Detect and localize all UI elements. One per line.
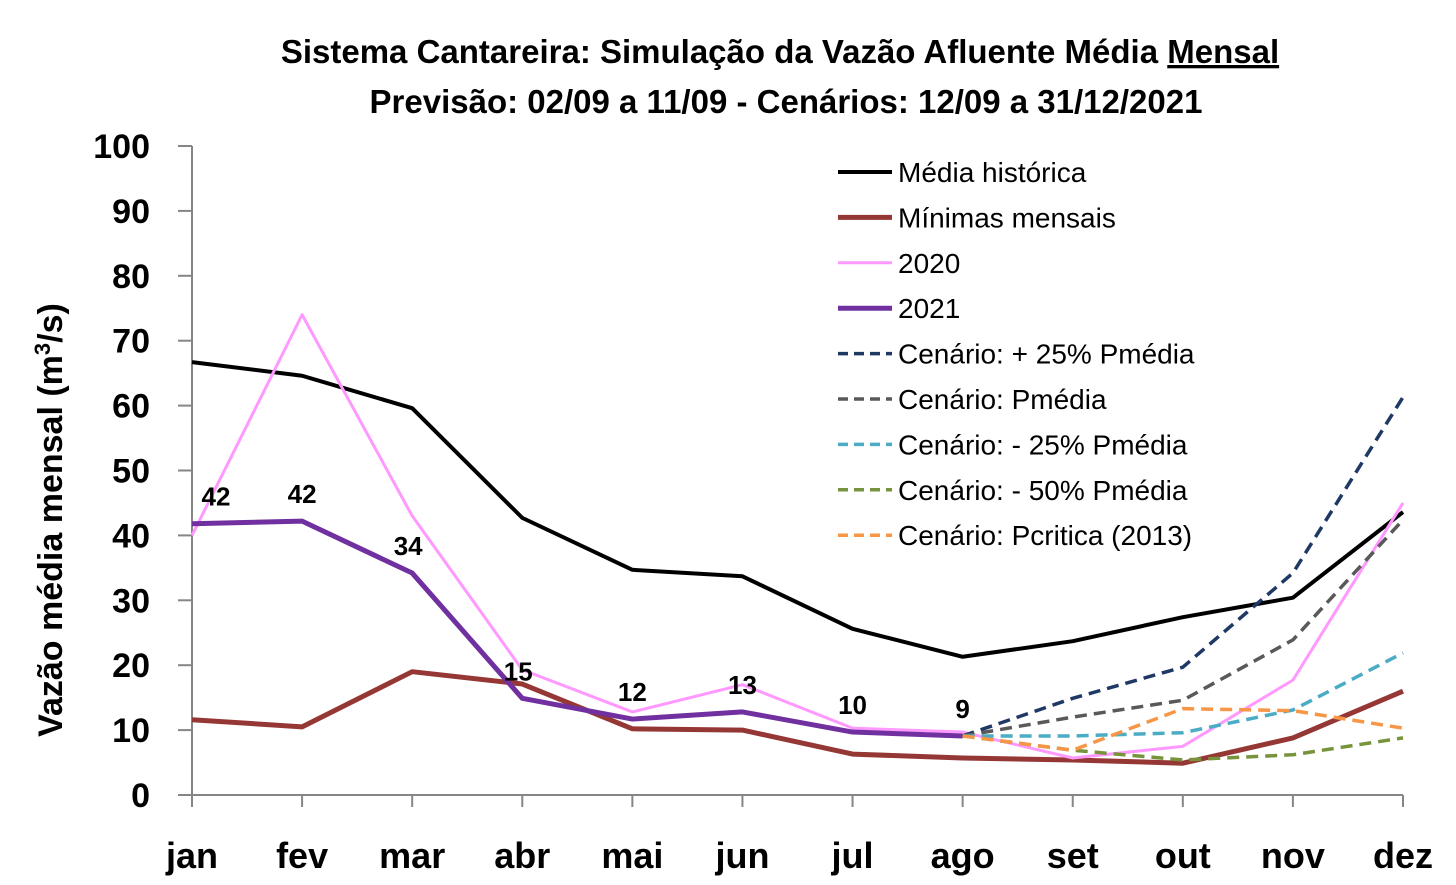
x-tick-label: nov: [1261, 835, 1325, 876]
y-tick-label: 30: [112, 582, 150, 620]
legend-label: Cenário: Pcritica (2013): [898, 520, 1192, 551]
x-tick-label: fev: [276, 835, 328, 876]
y-tick-label: 70: [112, 323, 150, 361]
y-axis-label: Vazão média mensal (m3/s): [30, 303, 70, 737]
legend-label: Cenário: - 50% Pmédia: [898, 475, 1188, 506]
x-tick-label: jan: [165, 835, 218, 876]
x-tick-label: mar: [379, 835, 445, 876]
x-tick-label: mai: [601, 835, 663, 876]
x-tick-label: jun: [714, 835, 769, 876]
series-line-7: [962, 734, 1404, 762]
data-label: 10: [838, 690, 867, 720]
data-label: 15: [504, 656, 533, 686]
legend-label: Cenário: - 25% Pmédia: [898, 429, 1188, 460]
legend-label: 2021: [898, 293, 960, 324]
series-line-0: [191, 360, 1405, 659]
x-tick-label: ago: [931, 835, 995, 876]
legend-label: Mínimas mensais: [898, 202, 1116, 233]
series-line-8: [962, 706, 1404, 752]
x-tick-label: out: [1155, 835, 1211, 876]
chart-title-line2: Previsão: 02/09 a 11/09 - Cenários: 12/0…: [370, 83, 1203, 120]
data-label: 34: [394, 531, 423, 561]
series-line-2: [190, 313, 1405, 760]
legend-label: 2020: [898, 248, 960, 279]
data-label: 42: [202, 482, 231, 512]
legend-label: Cenário: Pmédia: [898, 384, 1107, 415]
chart-title-line1: Sistema Cantareira: Simulação da Vazão A…: [281, 33, 1279, 70]
y-tick-label: 100: [93, 128, 150, 166]
y-tick-label: 10: [112, 712, 150, 750]
x-tick-label: jul: [831, 835, 874, 876]
y-tick-label: 90: [112, 193, 150, 231]
y-tick-label: 20: [112, 647, 150, 685]
series-line-6: [962, 651, 1404, 738]
x-tick-label: dez: [1373, 835, 1433, 876]
data-label: 13: [728, 670, 757, 700]
series-line-3: [191, 518, 963, 739]
x-tick-label: abr: [494, 835, 550, 876]
data-label: 9: [955, 694, 969, 724]
y-tick-label: 0: [131, 777, 150, 815]
series-line-1: [191, 669, 1404, 766]
x-tick-label: set: [1047, 835, 1099, 876]
legend: Média histórica Mínimas mensais 2020 2021 Ce…: [838, 157, 1195, 551]
data-label: 12: [618, 677, 647, 707]
series-line-5: [962, 518, 1405, 738]
series-line-4: [962, 396, 1405, 738]
y-tick-label: 80: [112, 258, 150, 296]
legend-label: Cenário: + 25% Pmédia: [898, 339, 1195, 370]
legend-label: Média histórica: [898, 157, 1087, 188]
y-tick-label: 50: [112, 453, 150, 491]
data-label: 42: [288, 479, 317, 509]
y-tick-label: 60: [112, 388, 150, 426]
y-tick-label: 40: [112, 517, 150, 555]
